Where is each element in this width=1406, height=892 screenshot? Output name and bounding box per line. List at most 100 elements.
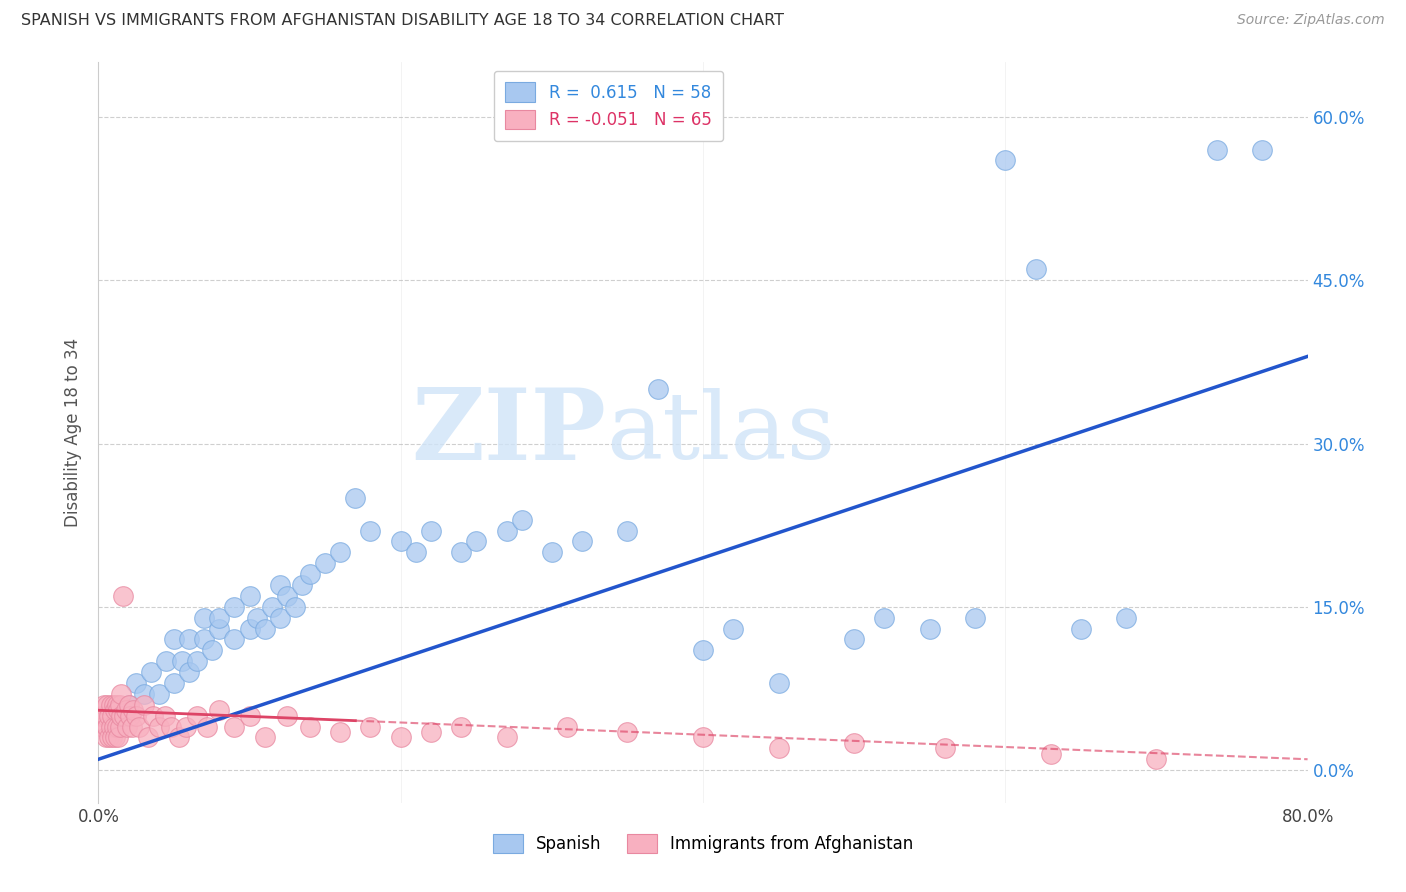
Point <box>1070 622 1092 636</box>
Point <box>195 720 218 734</box>
Point <box>179 665 201 680</box>
Point <box>193 632 215 647</box>
Point <box>108 720 131 734</box>
Point <box>450 545 472 559</box>
Point <box>91 720 114 734</box>
Point <box>299 720 322 734</box>
Point <box>105 698 128 712</box>
Point <box>103 698 125 712</box>
Point <box>141 665 163 680</box>
Point <box>179 632 201 647</box>
Text: ZIP: ZIP <box>412 384 606 481</box>
Point <box>389 534 412 549</box>
Point <box>115 720 138 734</box>
Point <box>104 703 127 717</box>
Point <box>108 698 131 712</box>
Point <box>314 556 336 570</box>
Point <box>723 622 745 636</box>
Point <box>360 524 382 538</box>
Point <box>174 720 197 734</box>
Point <box>90 708 112 723</box>
Point <box>450 720 472 734</box>
Point <box>253 622 276 636</box>
Point <box>103 720 125 734</box>
Point <box>208 611 231 625</box>
Point <box>1115 611 1137 625</box>
Point <box>239 708 262 723</box>
Point <box>329 545 352 559</box>
Point <box>136 731 159 745</box>
Point <box>170 654 193 668</box>
Text: SPANISH VS IMMIGRANTS FROM AFGHANISTAN DISABILITY AGE 18 TO 34 CORRELATION CHART: SPANISH VS IMMIGRANTS FROM AFGHANISTAN D… <box>21 13 785 29</box>
Point <box>495 731 517 745</box>
Point <box>110 708 132 723</box>
Point <box>118 698 141 712</box>
Point <box>93 698 115 712</box>
Point <box>934 741 956 756</box>
Point <box>224 632 246 647</box>
Point <box>299 567 322 582</box>
Point <box>101 731 124 745</box>
Point <box>389 731 412 745</box>
Text: atlas: atlas <box>606 388 835 477</box>
Point <box>98 708 121 723</box>
Point <box>1144 752 1167 766</box>
Point <box>94 708 117 723</box>
Point <box>104 731 127 745</box>
Point <box>540 545 562 559</box>
Point <box>284 599 307 614</box>
Point <box>148 720 170 734</box>
Point <box>125 676 148 690</box>
Point <box>965 611 987 625</box>
Point <box>105 720 128 734</box>
Point <box>96 698 118 712</box>
Point <box>94 731 117 745</box>
Point <box>163 676 186 690</box>
Point <box>110 687 132 701</box>
Point <box>155 654 177 668</box>
Point <box>100 720 122 734</box>
Point <box>121 720 143 734</box>
Point <box>344 491 367 505</box>
Point <box>239 589 262 603</box>
Point <box>1039 747 1062 761</box>
Point <box>186 654 208 668</box>
Point <box>208 622 231 636</box>
Point <box>224 599 246 614</box>
Point <box>616 725 638 739</box>
Point <box>1251 143 1274 157</box>
Point <box>253 731 276 745</box>
Legend: Spanish, Immigrants from Afghanistan: Spanish, Immigrants from Afghanistan <box>485 825 921 861</box>
Point <box>120 708 142 723</box>
Point <box>291 578 314 592</box>
Point <box>186 708 208 723</box>
Point <box>114 703 136 717</box>
Point <box>262 599 284 614</box>
Point <box>107 703 129 717</box>
Point <box>208 703 231 717</box>
Point <box>647 382 669 396</box>
Point <box>132 687 155 701</box>
Point <box>132 698 155 712</box>
Point <box>269 611 291 625</box>
Point <box>918 622 941 636</box>
Point <box>128 720 150 734</box>
Point <box>768 741 790 756</box>
Point <box>246 611 269 625</box>
Point <box>125 708 148 723</box>
Point <box>555 720 578 734</box>
Point <box>96 720 118 734</box>
Point <box>329 725 352 739</box>
Point <box>1206 143 1229 157</box>
Point <box>360 720 382 734</box>
Point <box>495 524 517 538</box>
Point <box>269 578 291 592</box>
Point <box>201 643 224 657</box>
Point <box>616 524 638 538</box>
Point <box>1024 262 1046 277</box>
Point <box>118 698 141 712</box>
Point <box>163 632 186 647</box>
Point <box>224 720 246 734</box>
Point <box>994 153 1017 168</box>
Point <box>276 708 298 723</box>
